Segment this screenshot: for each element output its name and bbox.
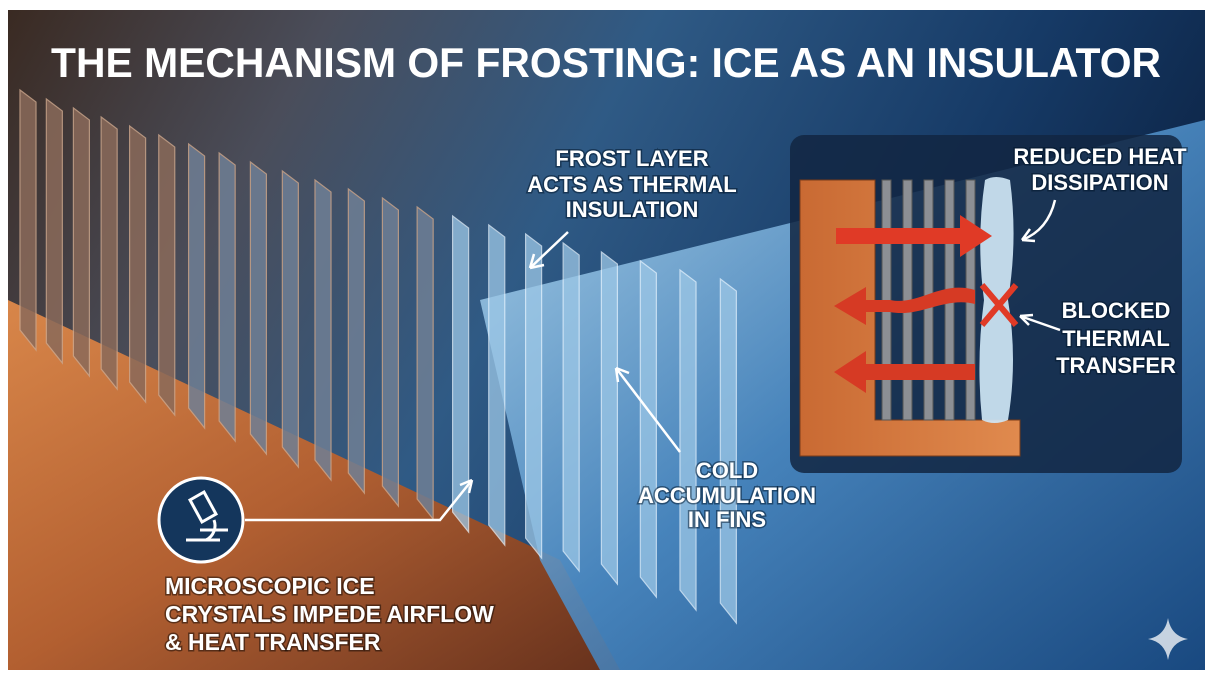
annotation-line: IN FINS [688, 507, 766, 532]
fin [250, 162, 266, 454]
annotation-line: FROST LAYER [555, 146, 708, 171]
inset-diagram: REDUCED HEAT DISSIPATION BLOCKED THERMAL… [790, 135, 1187, 473]
fin [348, 189, 364, 493]
fin [189, 144, 205, 428]
annotation-line: MICROSCOPIC ICE [165, 573, 375, 599]
annotation-line: INSULATION [566, 197, 699, 222]
title: THE MECHANISM OF FROSTING: ICE AS AN INS… [51, 39, 1161, 86]
annotation-line: COLD [696, 458, 758, 483]
fin [526, 234, 542, 558]
fin [101, 117, 117, 389]
fin [489, 225, 505, 545]
annotation-line: DISSIPATION [1031, 170, 1168, 195]
annotation-line: BLOCKED [1062, 298, 1171, 323]
fin [219, 153, 235, 441]
fin [382, 198, 398, 506]
annotation-line: ACCUMULATION [638, 483, 816, 508]
fin [46, 99, 62, 363]
fin [159, 135, 175, 415]
fin [417, 207, 433, 519]
fin [130, 126, 146, 402]
fin [601, 252, 617, 584]
annotation-line: REDUCED HEAT [1013, 144, 1187, 169]
fin [720, 279, 736, 623]
fin [20, 90, 36, 350]
annotation-line: & HEAT TRANSFER [165, 629, 381, 655]
annotation-line: TRANSFER [1056, 353, 1176, 378]
fin [282, 171, 298, 467]
fin [315, 180, 331, 480]
fin [563, 243, 579, 571]
annotation-line: CRYSTALS IMPEDE AIRFLOW [165, 601, 494, 627]
annotation-line: ACTS AS THERMAL [527, 172, 736, 197]
annotation-line: THERMAL [1062, 326, 1170, 351]
fin [640, 261, 656, 597]
fin [680, 270, 696, 610]
infographic: THE MECHANISM OF FROSTING: ICE AS AN INS… [0, 0, 1213, 679]
fin [73, 108, 89, 376]
